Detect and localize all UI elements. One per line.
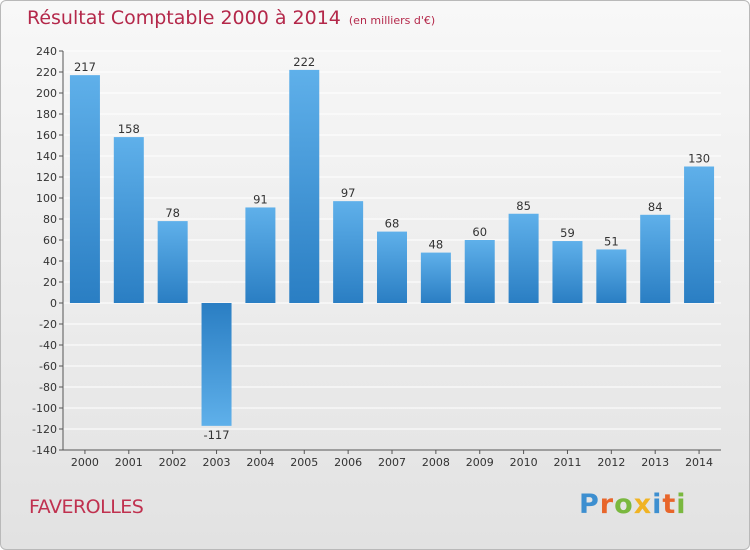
logo-letter: x — [633, 489, 653, 520]
logo-letter: t — [662, 489, 677, 520]
y-tick-label: 240 — [36, 45, 57, 58]
data-label-2008: 48 — [429, 238, 444, 252]
bar-2013 — [640, 214, 671, 303]
bar-2007 — [377, 231, 407, 303]
logo-letter: i — [652, 489, 663, 520]
y-tick-label: -120 — [32, 423, 57, 436]
proxiti-logo: Proxiti — [579, 489, 687, 520]
bar-2006 — [333, 201, 364, 303]
logo-letter: r — [599, 489, 615, 520]
bars — [69, 69, 715, 426]
y-tick-label: 60 — [43, 234, 57, 247]
x-tick-label-2007: 2007 — [378, 456, 406, 469]
x-tick-label-2006: 2006 — [334, 456, 362, 469]
x-tick-label-2012: 2012 — [597, 456, 625, 469]
data-label-2007: 68 — [385, 217, 400, 231]
logo-letter: o — [614, 489, 634, 520]
logo-letter: i — [676, 489, 687, 520]
y-tick-label: 160 — [36, 129, 57, 142]
logo-letter: P — [579, 489, 600, 520]
bar-2012 — [596, 249, 627, 303]
y-tick-label: 0 — [50, 297, 57, 310]
x-tick-label-2014: 2014 — [685, 456, 713, 469]
data-label-2000: 217 — [74, 60, 96, 74]
x-tick-label-2005: 2005 — [290, 456, 318, 469]
data-label-2002: 78 — [165, 206, 180, 220]
x-tick-label-2000: 2000 — [71, 456, 99, 469]
y-tick-label: 200 — [36, 87, 57, 100]
chart-title: Résultat Comptable 2000 à 2014 (en millie… — [27, 7, 435, 29]
bar-2004 — [245, 207, 276, 303]
data-label-2004: 91 — [253, 192, 268, 206]
bar-2014 — [684, 166, 715, 303]
axes: -140 -120 -100 -80 -60 -40 -20 0 20 40 60 80 100 120 1… — [32, 45, 721, 469]
location-name: FAVEROLLES — [29, 496, 144, 518]
y-tick-label: -40 — [39, 339, 57, 352]
x-tick-label-2002: 2002 — [159, 456, 187, 469]
data-label-2001: 158 — [118, 122, 140, 136]
x-tick-label-2011: 2011 — [553, 456, 581, 469]
data-label-2005: 222 — [293, 55, 315, 69]
x-tick-label-2008: 2008 — [422, 456, 450, 469]
y-tick-label: -100 — [32, 402, 57, 415]
chart-unit-text: (en milliers d'€) — [348, 14, 436, 27]
x-tick-label-2009: 2009 — [466, 456, 494, 469]
bar-2008 — [420, 252, 451, 303]
y-tick-label: 120 — [36, 171, 57, 184]
data-label-2011: 59 — [560, 226, 575, 240]
data-label-2013: 84 — [648, 200, 663, 214]
bar-2003 — [201, 303, 232, 426]
y-tick-label: 40 — [43, 255, 57, 268]
data-label-2009: 60 — [472, 225, 487, 239]
bar-2001 — [113, 137, 144, 303]
y-tick-label: -20 — [39, 318, 57, 331]
y-tick-label: 140 — [36, 150, 57, 163]
data-label-2006: 97 — [341, 186, 356, 200]
data-label-2003: -117 — [203, 428, 229, 442]
bar-2005 — [289, 69, 320, 304]
x-tick-label-2001: 2001 — [115, 456, 143, 469]
y-tick-label: -140 — [32, 444, 57, 457]
data-label-2012: 51 — [604, 234, 619, 248]
y-tick-label: 220 — [36, 66, 57, 79]
x-tick-label-2004: 2004 — [246, 456, 274, 469]
x-tick-label-2010: 2010 — [510, 456, 538, 469]
chart-title-text: Résultat Comptable 2000 à 2014 — [27, 7, 341, 29]
x-tick-label-2013: 2013 — [641, 456, 669, 469]
y-tick-label: 100 — [36, 192, 57, 205]
bar-2002 — [157, 221, 188, 303]
y-tick-label: -60 — [39, 360, 57, 373]
bar-2011 — [552, 241, 583, 303]
bar-2009 — [464, 240, 495, 303]
bar-2000 — [69, 75, 100, 304]
data-label-2014: 130 — [688, 152, 710, 166]
data-labels: 217 158 78 -117 91 222 97 68 48 60 85 59 51 84 130 — [74, 55, 710, 442]
y-tick-label: 180 — [36, 108, 57, 121]
y-tick-label: -80 — [39, 381, 57, 394]
data-label-2010: 85 — [516, 199, 531, 213]
bar-2010 — [508, 213, 539, 303]
x-tick-label-2003: 2003 — [203, 456, 231, 469]
y-tick-label: 20 — [43, 276, 57, 289]
y-tick-label: 80 — [43, 213, 57, 226]
